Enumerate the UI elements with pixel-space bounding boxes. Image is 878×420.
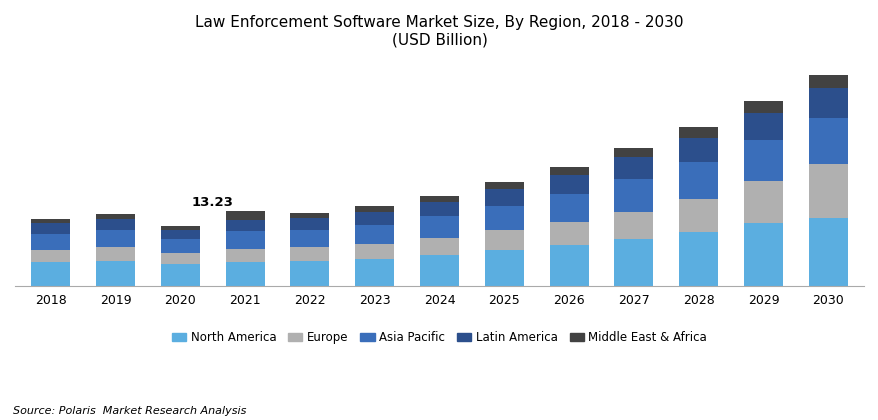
Legend: North America, Europe, Asia Pacific, Latin America, Middle East & Africa: North America, Europe, Asia Pacific, Lat… (167, 326, 711, 349)
Bar (355, 259, 393, 286)
Bar (485, 230, 523, 250)
Bar (420, 202, 458, 216)
Bar (679, 162, 717, 199)
Bar (614, 158, 652, 179)
Bar (420, 196, 458, 202)
Bar (290, 247, 329, 261)
Bar (808, 218, 847, 286)
Bar (485, 206, 523, 230)
Bar (420, 216, 458, 238)
Bar (96, 230, 134, 247)
Bar (808, 89, 847, 118)
Bar (485, 189, 523, 206)
Bar (355, 206, 393, 212)
Bar (161, 265, 199, 286)
Bar (744, 140, 782, 181)
Text: Source: Polaris  Market Research Analysis: Source: Polaris Market Research Analysis (13, 406, 247, 416)
Bar (549, 175, 588, 194)
Bar (96, 219, 134, 230)
Bar (226, 262, 264, 286)
Bar (96, 247, 134, 260)
Text: 13.23: 13.23 (191, 195, 234, 208)
Bar (485, 182, 523, 189)
Bar (290, 218, 329, 230)
Bar (31, 234, 70, 249)
Bar (614, 179, 652, 212)
Bar (420, 238, 458, 255)
Bar (31, 219, 70, 223)
Title: Law Enforcement Software Market Size, By Region, 2018 - 2030
(USD Billion): Law Enforcement Software Market Size, By… (195, 15, 683, 47)
Bar (744, 181, 782, 223)
Bar (355, 244, 393, 259)
Bar (549, 245, 588, 286)
Bar (614, 239, 652, 286)
Bar (161, 239, 199, 253)
Bar (808, 164, 847, 218)
Bar (290, 230, 329, 247)
Bar (614, 212, 652, 239)
Bar (226, 211, 264, 220)
Bar (161, 253, 199, 265)
Bar (355, 225, 393, 244)
Bar (808, 118, 847, 164)
Bar (226, 220, 264, 231)
Bar (744, 101, 782, 113)
Bar (744, 113, 782, 140)
Bar (420, 255, 458, 286)
Bar (31, 262, 70, 286)
Bar (161, 230, 199, 239)
Bar (355, 212, 393, 225)
Bar (96, 214, 134, 219)
Bar (549, 194, 588, 222)
Bar (31, 223, 70, 234)
Bar (614, 148, 652, 158)
Bar (679, 127, 717, 138)
Bar (96, 260, 134, 286)
Bar (808, 75, 847, 89)
Bar (290, 261, 329, 286)
Bar (290, 213, 329, 218)
Bar (679, 138, 717, 162)
Bar (549, 166, 588, 175)
Bar (226, 249, 264, 262)
Bar (226, 231, 264, 249)
Bar (679, 232, 717, 286)
Bar (679, 199, 717, 232)
Bar (549, 222, 588, 245)
Bar (744, 223, 782, 286)
Bar (161, 226, 199, 230)
Bar (31, 249, 70, 262)
Bar (485, 250, 523, 286)
